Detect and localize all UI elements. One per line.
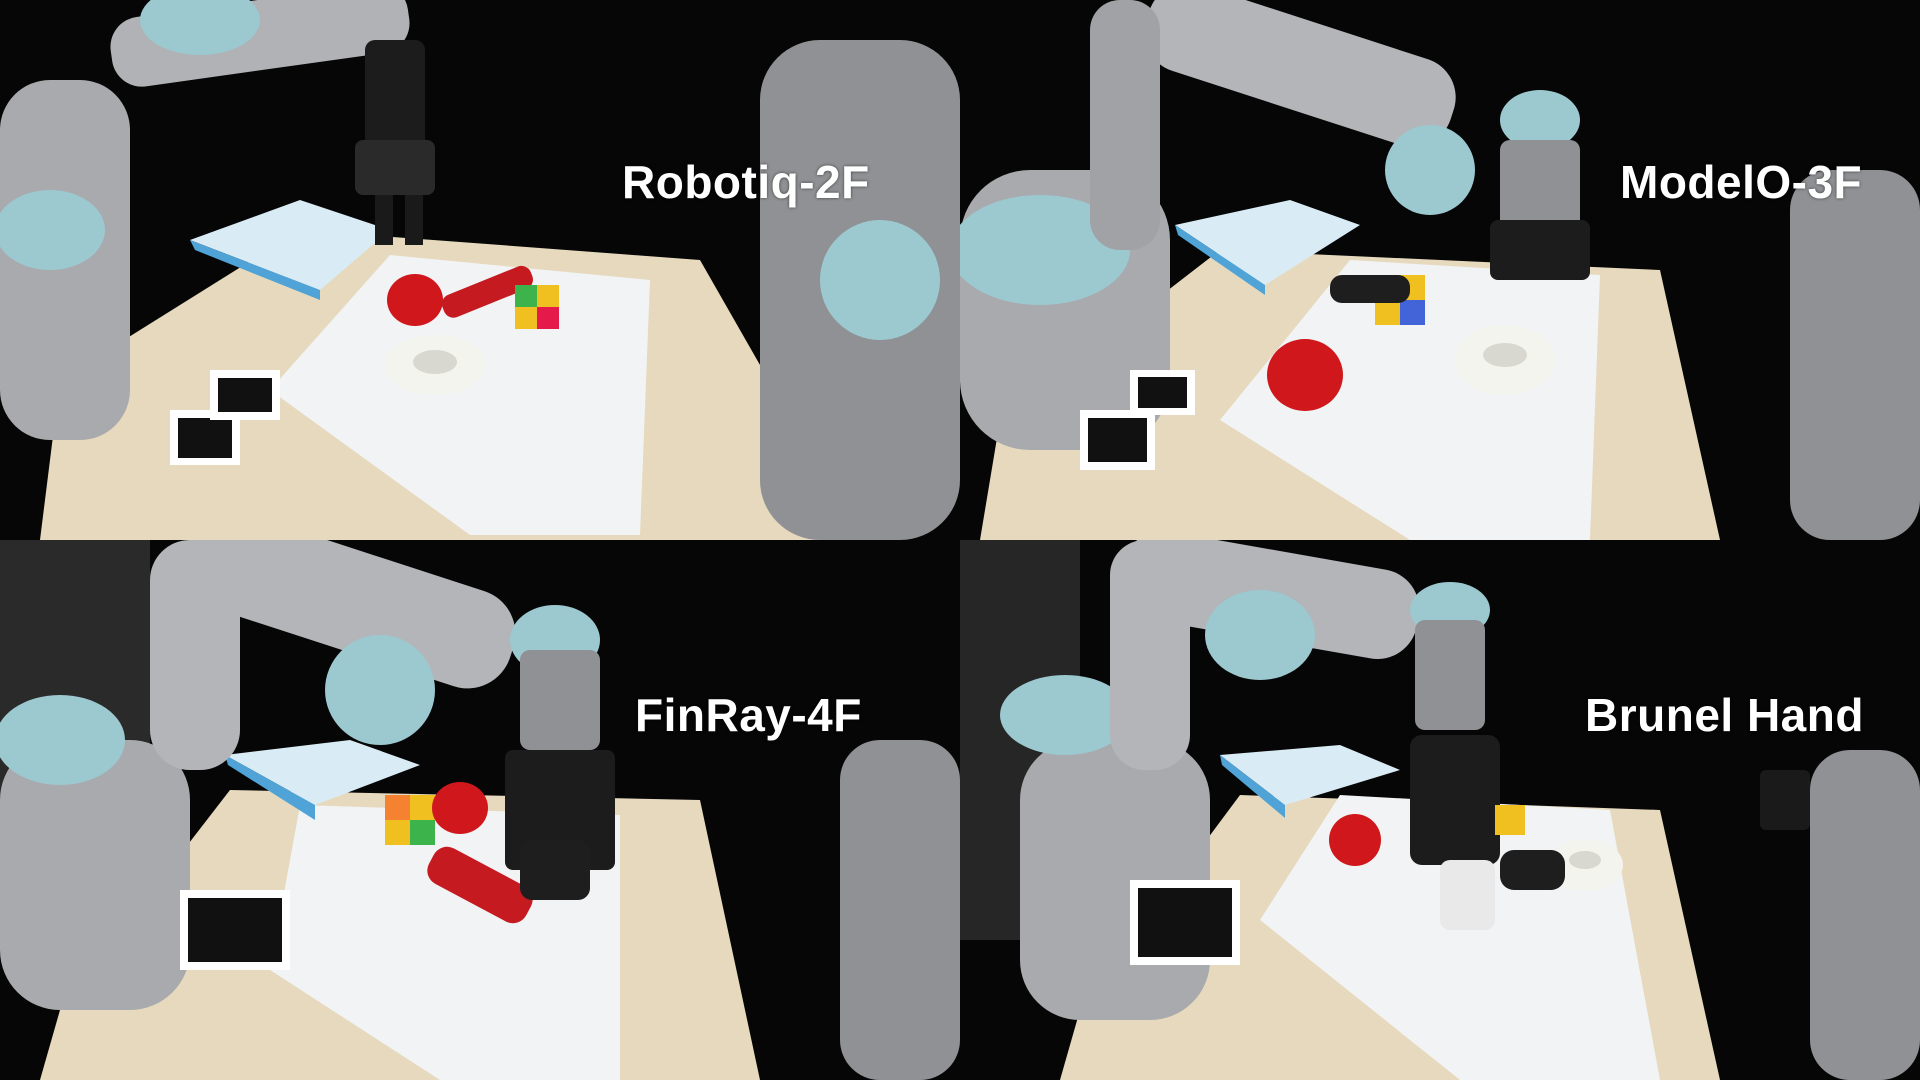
panel-modelo-3f: ModelO-3F [960, 0, 1920, 540]
gripper-label: Brunel Hand [1585, 689, 1864, 741]
robot-scene-image [960, 540, 1920, 1080]
gripper-label: FinRay-4F [635, 689, 862, 741]
panel-finray-4f: FinRay-4F [0, 540, 960, 1080]
panel-robotiq-2f: Robotiq-2F [0, 0, 960, 540]
robot-scene-image [0, 0, 960, 540]
panel-brunel-hand: Brunel Hand [960, 540, 1920, 1080]
gripper-label: ModelO-3F [1620, 156, 1863, 208]
robot-scene-image [960, 0, 1920, 540]
gripper-label: Robotiq-2F [622, 156, 870, 208]
robot-scene-image [0, 540, 960, 1080]
